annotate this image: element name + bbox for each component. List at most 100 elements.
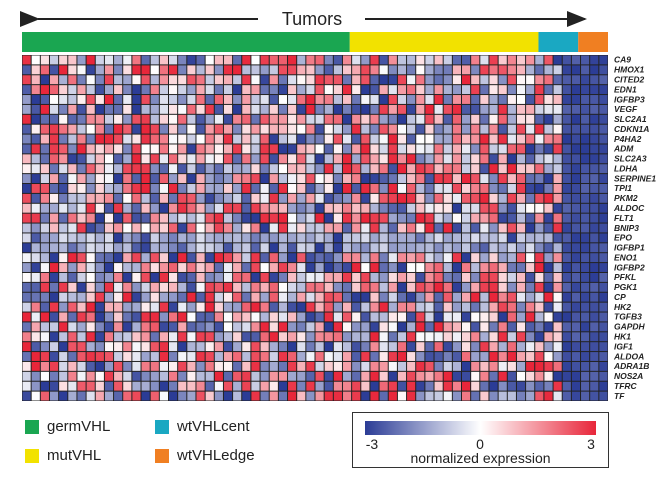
heatmap-cell — [95, 332, 104, 342]
heatmap-cell — [425, 174, 434, 184]
heatmap-cell — [480, 391, 489, 401]
heatmap-cell — [388, 371, 397, 381]
heatmap-cell — [59, 272, 68, 282]
heatmap-cell — [306, 223, 315, 233]
heatmap-cell — [269, 193, 278, 203]
heatmap-cell — [498, 233, 507, 243]
heatmap-cell — [425, 272, 434, 282]
heatmap-cell — [159, 381, 168, 391]
heatmap-cell — [169, 95, 178, 104]
heatmap-cell — [452, 223, 461, 233]
heatmap-cell — [141, 174, 150, 184]
heatmap-cell — [535, 391, 544, 401]
heatmap-cell — [22, 322, 31, 332]
heatmap-cell — [581, 342, 590, 352]
heatmap-cell — [361, 124, 370, 134]
heatmap-cell — [22, 263, 31, 272]
heatmap-cell — [187, 272, 196, 282]
heatmap-cell — [59, 134, 68, 144]
heatmap-cell — [416, 154, 425, 164]
heatmap-cell — [233, 243, 242, 253]
heatmap-cell — [407, 85, 416, 95]
heatmap-cell — [379, 75, 388, 85]
heatmap-cell — [150, 144, 159, 154]
heatmap-cell — [187, 114, 196, 124]
heatmap-cell — [86, 352, 95, 361]
scale-tick-mid: 0 — [476, 436, 484, 452]
heatmap-cell — [242, 292, 251, 302]
heatmap-cell — [526, 361, 535, 371]
heatmap-cell — [49, 312, 59, 322]
heatmap-cell — [68, 124, 77, 134]
heatmap-cell — [214, 243, 223, 253]
heatmap-cell — [223, 55, 233, 65]
heatmap-cell — [388, 203, 397, 213]
heatmap-cell — [333, 114, 342, 124]
heatmap-cell — [31, 263, 40, 272]
heatmap-cell — [132, 302, 141, 312]
heatmap-cell — [416, 203, 425, 213]
gene-label: HK2 — [614, 302, 631, 312]
heatmap-cell — [535, 243, 544, 253]
heatmap-cell — [269, 352, 278, 361]
heatmap-cell — [95, 302, 104, 312]
heatmap-cell — [324, 193, 333, 203]
heatmap-cell — [297, 124, 306, 134]
heatmap-cell — [590, 342, 599, 352]
heatmap-cell — [526, 263, 535, 272]
heatmap-cell — [333, 342, 342, 352]
heatmap-cell — [159, 223, 168, 233]
heatmap-cell — [516, 223, 526, 233]
heatmap-cell — [104, 312, 114, 322]
heatmap-cell — [223, 223, 233, 233]
heatmap-cell — [397, 213, 407, 223]
heatmap-cell — [260, 332, 269, 342]
heatmap-cell — [507, 272, 516, 282]
heatmap-cell — [507, 223, 516, 233]
heatmap-cell — [388, 213, 397, 223]
heatmap-cell — [315, 144, 324, 154]
heatmap-cell — [516, 65, 526, 75]
heatmap-cell — [22, 233, 31, 243]
heatmap-cell — [434, 164, 443, 174]
heatmap-cell — [507, 233, 516, 243]
heatmap-cell — [407, 253, 416, 263]
heatmap-cell — [95, 243, 104, 253]
gene-label: VEGF — [614, 104, 638, 114]
heatmap-cell — [599, 124, 608, 134]
heatmap-cell — [132, 75, 141, 85]
heatmap-cell — [114, 223, 123, 233]
heatmap-cell — [370, 65, 379, 75]
heatmap-cell — [581, 243, 590, 253]
heatmap-cell — [141, 381, 150, 391]
heatmap-cell — [141, 104, 150, 114]
heatmap-cell — [315, 233, 324, 243]
heatmap-cell — [342, 263, 352, 272]
heatmap-cell — [581, 213, 590, 223]
heatmap-cell — [95, 282, 104, 292]
heatmap-cell — [31, 65, 40, 75]
heatmap-cell — [324, 75, 333, 85]
heatmap-cell — [40, 282, 49, 292]
heatmap-cell — [260, 193, 269, 203]
heatmap-cell — [562, 223, 571, 233]
heatmap-cell — [159, 203, 168, 213]
heatmap-cell — [333, 361, 342, 371]
heatmap-cell — [187, 322, 196, 332]
heatmap-cell — [104, 95, 114, 104]
heatmap-cell — [233, 154, 242, 164]
heatmap-cell — [251, 352, 260, 361]
heatmap-cell — [471, 193, 480, 203]
heatmap-cell — [388, 104, 397, 114]
heatmap-cell — [297, 154, 306, 164]
heatmap-cell — [123, 55, 132, 65]
heatmap-cell — [516, 134, 526, 144]
heatmap-cell — [297, 312, 306, 322]
heatmap-cell — [599, 154, 608, 164]
heatmap-cell — [333, 223, 342, 233]
heatmap-cell — [480, 184, 489, 193]
heatmap-cell — [31, 193, 40, 203]
heatmap-cell — [141, 203, 150, 213]
heatmap-cell — [123, 144, 132, 154]
heatmap-cell — [77, 322, 86, 332]
